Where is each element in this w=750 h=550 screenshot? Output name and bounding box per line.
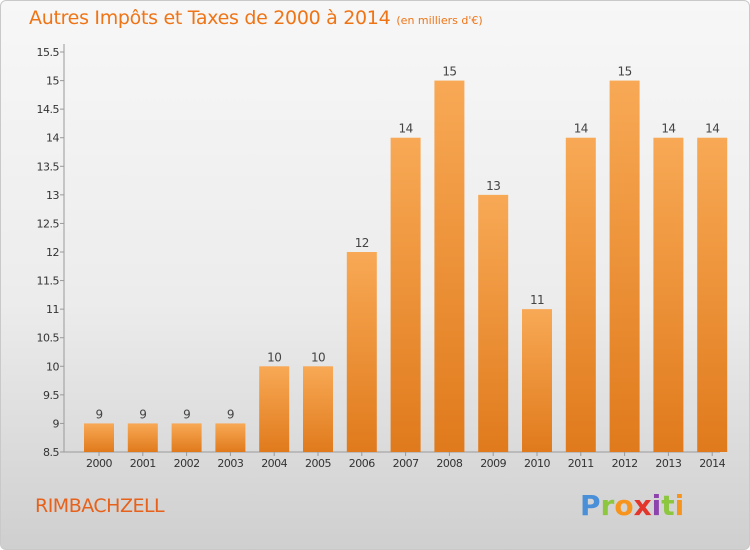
bar-2007 [390, 137, 421, 452]
data-label-2003: 9 [227, 407, 234, 421]
data-label-2001: 9 [139, 407, 146, 421]
data-label-2008: 15 [442, 65, 456, 79]
x-tick-label: 2005 [305, 457, 331, 470]
chart-subtitle: (en milliers d'€) [396, 14, 483, 27]
y-tick-label: 12 [46, 246, 59, 259]
x-tick-label: 2013 [655, 457, 681, 470]
bar-2002 [171, 423, 202, 452]
x-tick-label: 2008 [436, 457, 462, 470]
bar-2001 [127, 423, 158, 452]
bar-2014 [697, 137, 728, 452]
bar-2012 [609, 80, 640, 453]
y-tick-label: 8.5 [43, 446, 59, 459]
y-tick-label: 11.5 [37, 275, 60, 288]
y-tick-label: 13.5 [37, 160, 60, 173]
bar-2003 [215, 423, 246, 452]
data-label-2010: 11 [530, 293, 544, 307]
y-tick-label: 9 [53, 417, 60, 430]
proxiti-logo: Proxiti [580, 489, 685, 522]
bar-series: 9 9 9 9 10 10 12 14 15 13 11 14 15 14 14 [84, 65, 728, 453]
bar-2005 [303, 366, 333, 452]
data-label-2014: 14 [705, 122, 719, 136]
x-tick-label: 2009 [480, 457, 506, 470]
data-label-2009: 13 [486, 179, 500, 193]
bar-2004 [259, 366, 290, 452]
bar-2009 [478, 194, 509, 452]
data-label-2007: 14 [399, 122, 413, 136]
y-tick-label: 9.5 [43, 389, 59, 402]
x-tick-label: 2007 [393, 457, 419, 470]
y-tick-label: 14 [46, 132, 59, 145]
data-label-2004: 10 [267, 350, 281, 364]
x-tick-label: 2000 [86, 457, 112, 470]
y-tick-label: 10 [46, 360, 59, 373]
x-tick-label: 2006 [349, 457, 375, 470]
y-tick-label: 10.5 [37, 332, 60, 345]
y-tick-label: 15 [46, 75, 59, 88]
x-tick-label: 2002 [174, 457, 200, 470]
data-label-2012: 15 [618, 65, 632, 79]
bar-2013 [653, 137, 684, 452]
x-tick-label: 2003 [217, 457, 243, 470]
y-tick-label: 11 [46, 303, 59, 316]
data-label-2002: 9 [183, 407, 190, 421]
x-tick-label: 2011 [568, 457, 594, 470]
x-tick-label: 2001 [130, 457, 156, 470]
data-label-2005: 10 [311, 350, 325, 364]
bar-2010 [522, 309, 552, 452]
x-axis-ticks: 2000 2001 2002 2003 2004 2005 2006 2007 2008 2009… [86, 452, 726, 470]
data-label-2011: 14 [574, 122, 588, 136]
x-tick-label: 2004 [261, 457, 287, 470]
y-tick-label: 12.5 [37, 217, 60, 230]
data-label-2000: 9 [95, 407, 102, 421]
bar-2000 [84, 423, 114, 452]
x-tick-label: 2012 [612, 457, 638, 470]
bar-2006 [346, 252, 377, 452]
chart-title-text: Autres Impôts et Taxes de 2000 à 2014 [29, 7, 391, 29]
data-label-2006: 12 [355, 236, 369, 250]
x-tick-label: 2014 [699, 457, 725, 470]
commune-name: RIMBACHZELL [35, 495, 165, 517]
bar-2011 [565, 137, 596, 452]
x-tick-label: 2010 [524, 457, 550, 470]
chart-title: Autres Impôts et Taxes de 2000 à 2014 (en… [29, 7, 483, 29]
y-tick-label: 13 [46, 189, 59, 202]
y-tick-label: 14.5 [37, 103, 60, 116]
data-label-2013: 14 [661, 122, 675, 136]
y-tick-label: 15.5 [37, 46, 60, 59]
y-axis-ticks: 8.5 9 9.5 10 10.5 11 11.5 12 12.5 13 13.5 14 14.5 15 1… [37, 46, 64, 459]
bar-2008 [434, 80, 465, 453]
